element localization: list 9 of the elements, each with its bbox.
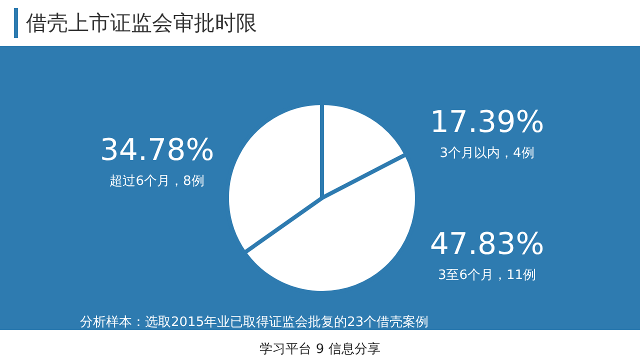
text: 分析样本：选取2015年业已取得证监会批复的23个借壳案例 xyxy=(80,314,429,330)
slice-label: 超过6个月，8例 xyxy=(110,174,204,190)
data-label: 47.83% xyxy=(430,226,544,262)
slice-label: 3至6个月，11例 xyxy=(438,268,536,283)
chart-title: 借壳上市证监会审批时限 xyxy=(26,11,257,35)
data-label: 17.39% xyxy=(430,105,544,140)
data-label: 34.78% xyxy=(100,133,214,168)
text: 学习平台 9 信息分享 xyxy=(260,341,380,357)
slice-label: 3个月以内，4例 xyxy=(440,146,534,162)
